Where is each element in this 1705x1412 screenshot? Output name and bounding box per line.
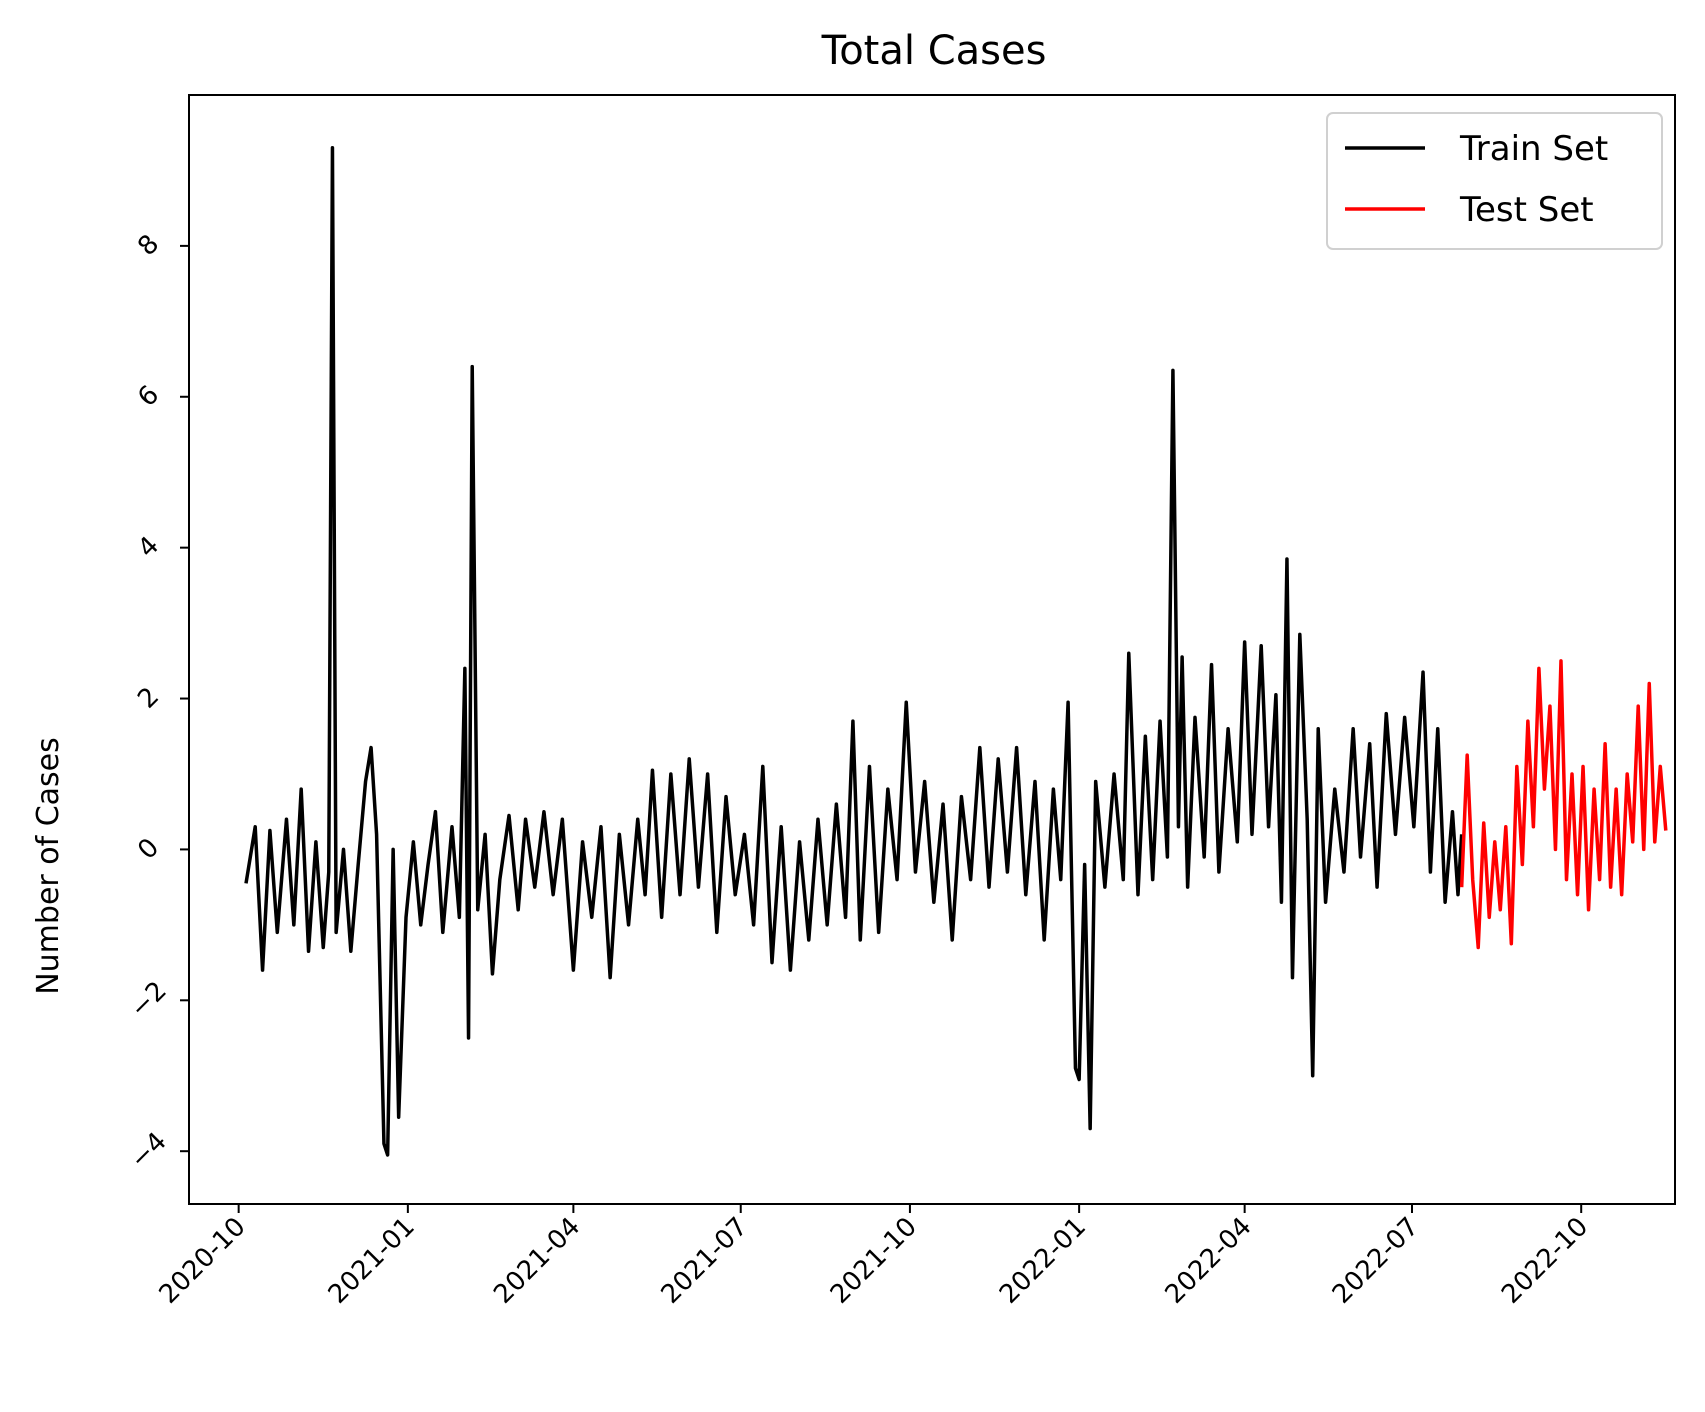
plot-frame — [188, 94, 1676, 1205]
plot-lines — [244, 146, 1668, 1157]
series-line-train — [244, 146, 1464, 1157]
series-line-test — [1459, 659, 1668, 950]
y-axis-label: Number of Cases — [31, 737, 66, 995]
legend-label-train: Train Set — [1459, 129, 1608, 169]
chart-title: Total Cases — [821, 28, 1047, 74]
legend-label-test: Test Set — [1459, 190, 1594, 230]
legend: Train Set Test Set — [1326, 112, 1663, 250]
